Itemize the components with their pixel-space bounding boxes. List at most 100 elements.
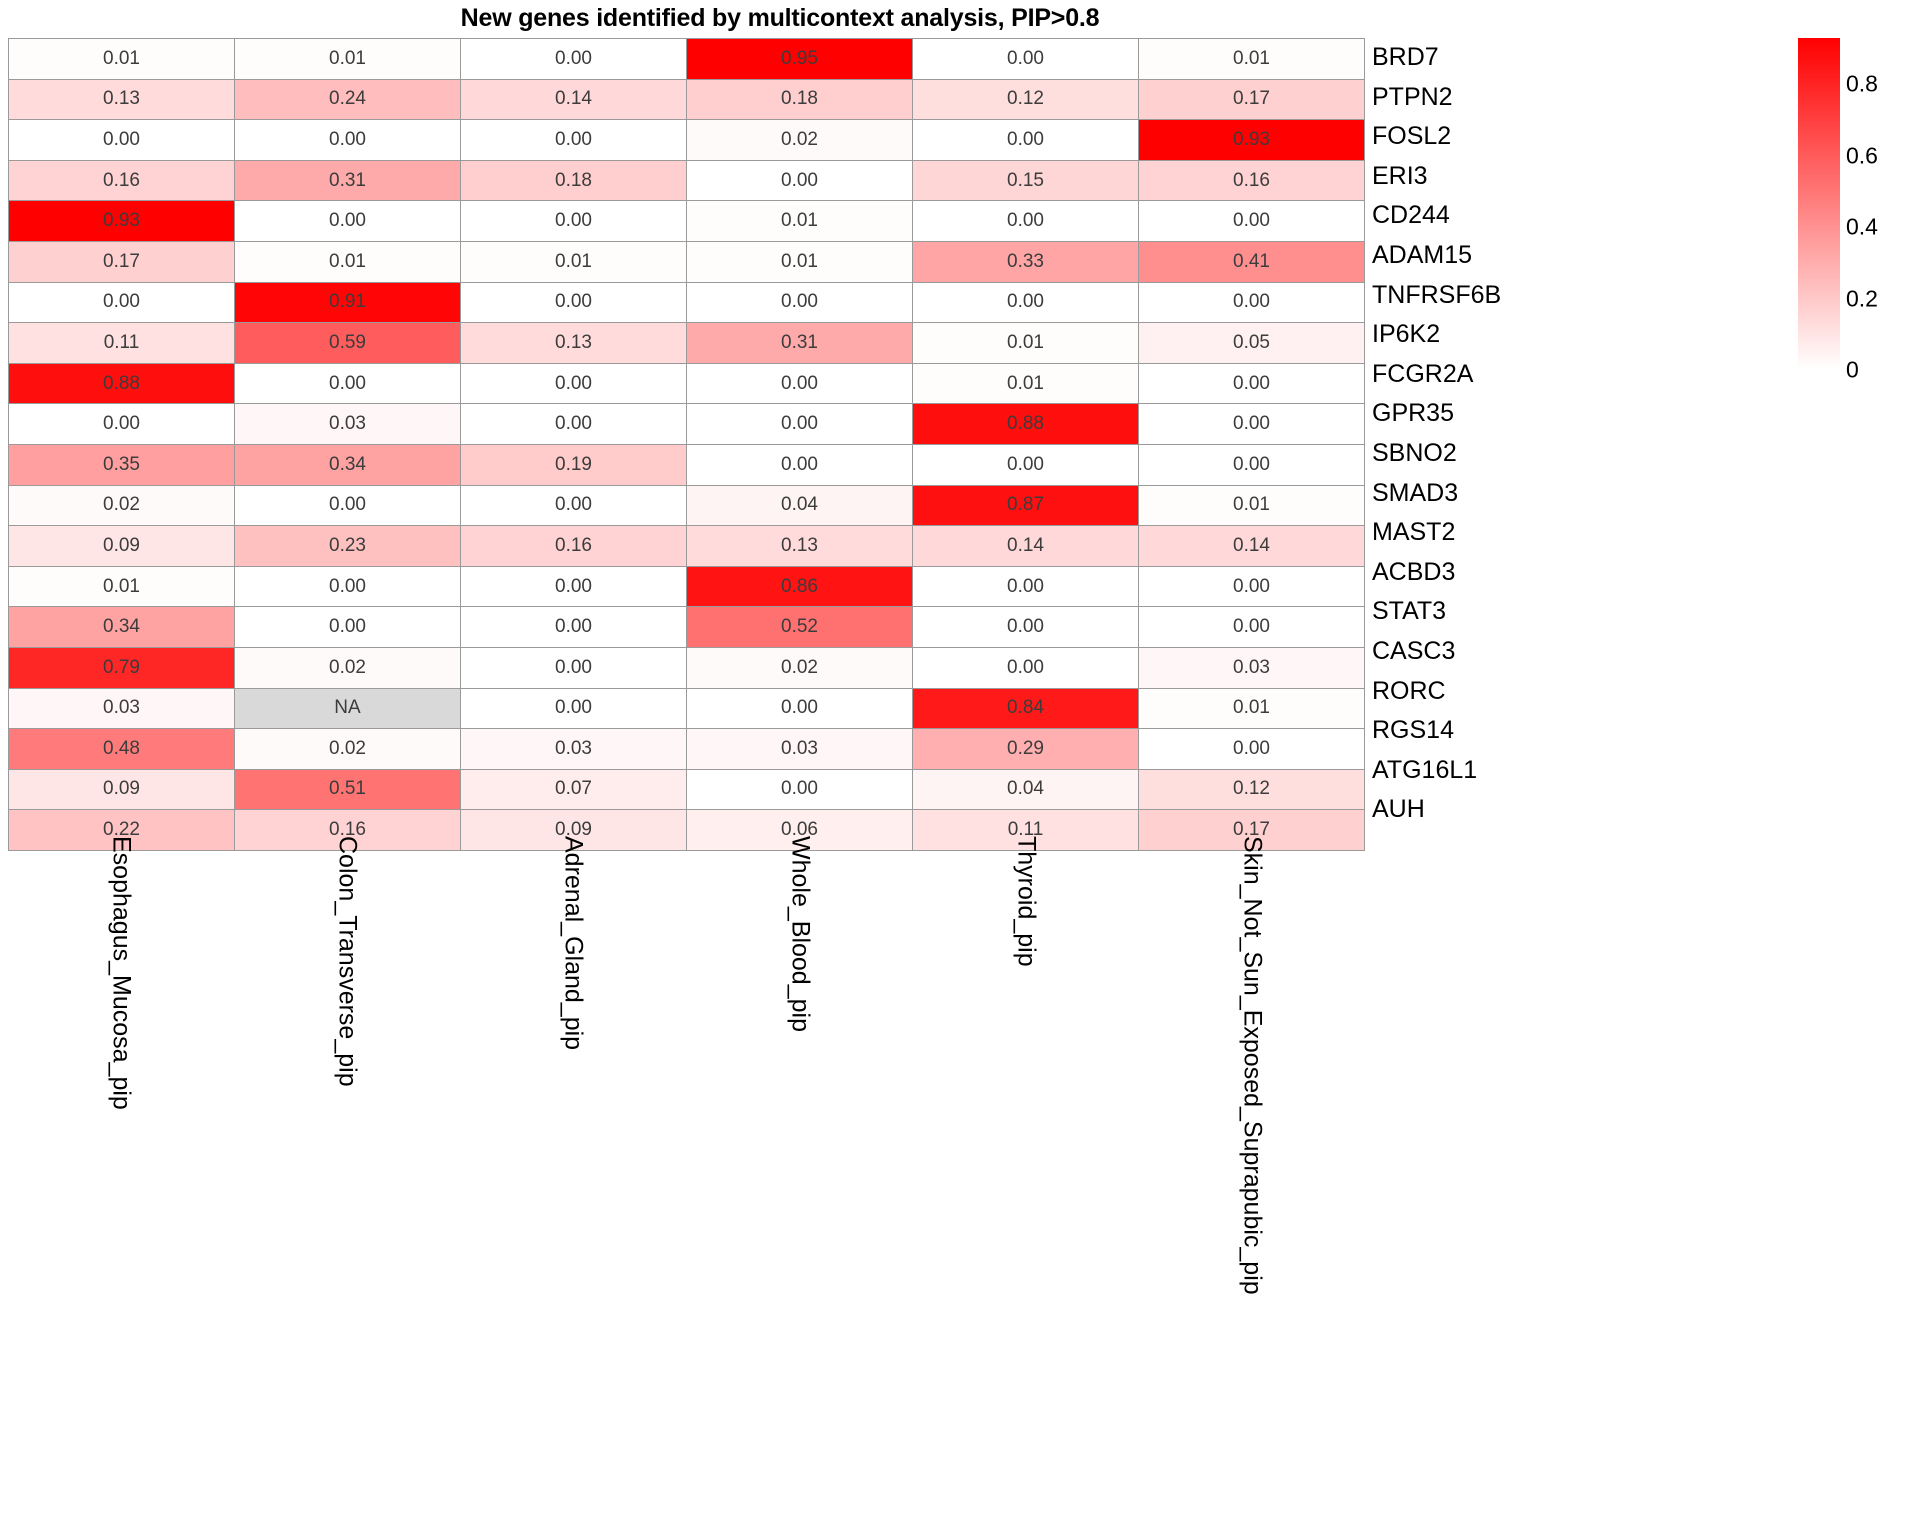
- heatmap-cell[interactable]: 0.00: [460, 403, 687, 445]
- heatmap-cell[interactable]: 0.12: [1138, 768, 1365, 811]
- heatmap-cell[interactable]: 0.00: [686, 403, 913, 445]
- heatmap-cell[interactable]: 0.00: [1138, 281, 1365, 324]
- heatmap-cell[interactable]: 0.01: [686, 240, 913, 283]
- heatmap-cell[interactable]: 0.00: [8, 281, 235, 324]
- heatmap-cell[interactable]: 0.13: [8, 78, 235, 121]
- heatmap-cell[interactable]: 0.00: [1138, 565, 1365, 608]
- heatmap-cell[interactable]: 0.01: [912, 362, 1139, 405]
- heatmap-cell[interactable]: 0.18: [686, 78, 913, 121]
- heatmap-cell[interactable]: 0.01: [912, 322, 1139, 364]
- heatmap-cell[interactable]: 0.00: [686, 687, 913, 730]
- heatmap-cell[interactable]: 0.16: [460, 525, 687, 567]
- heatmap-cell[interactable]: 0.00: [686, 159, 913, 202]
- heatmap-cell[interactable]: 0.13: [686, 525, 913, 567]
- heatmap-cell[interactable]: 0.00: [234, 606, 461, 648]
- heatmap-cell[interactable]: 0.02: [686, 646, 913, 689]
- heatmap-cell[interactable]: 0.03: [8, 687, 235, 730]
- heatmap-cell[interactable]: 0.52: [686, 606, 913, 648]
- heatmap-cell[interactable]: 0.00: [912, 606, 1139, 648]
- heatmap-cell[interactable]: 0.02: [8, 484, 235, 527]
- heatmap-cell[interactable]: 0.03: [234, 403, 461, 445]
- heatmap-cell[interactable]: 0.00: [460, 281, 687, 324]
- heatmap-cell[interactable]: 0.31: [686, 322, 913, 364]
- heatmap-cell[interactable]: 0.00: [1138, 728, 1365, 770]
- heatmap-cell[interactable]: 0.31: [234, 159, 461, 202]
- heatmap-cell[interactable]: 0.04: [912, 768, 1139, 811]
- heatmap-cell[interactable]: 0.00: [8, 403, 235, 445]
- heatmap-cell[interactable]: 0.14: [1138, 525, 1365, 567]
- heatmap-cell[interactable]: 0.18: [460, 159, 687, 202]
- heatmap-cell[interactable]: 0.05: [1138, 322, 1365, 364]
- heatmap-cell[interactable]: 0.09: [8, 768, 235, 811]
- heatmap-cell[interactable]: 0.00: [912, 646, 1139, 689]
- heatmap-cell[interactable]: 0.93: [1138, 119, 1365, 161]
- heatmap-cell[interactable]: 0.14: [460, 78, 687, 121]
- heatmap-cell[interactable]: 0.88: [912, 403, 1139, 445]
- heatmap-cell[interactable]: 0.09: [460, 809, 687, 851]
- heatmap-cell[interactable]: 0.00: [234, 484, 461, 527]
- heatmap-cell[interactable]: 0.04: [686, 484, 913, 527]
- heatmap-cell[interactable]: 0.00: [460, 484, 687, 527]
- heatmap-cell[interactable]: 0.00: [234, 119, 461, 161]
- heatmap-cell[interactable]: 0.00: [460, 646, 687, 689]
- heatmap-cell[interactable]: 0.11: [8, 322, 235, 364]
- heatmap-cell[interactable]: 0.00: [1138, 403, 1365, 445]
- heatmap-cell[interactable]: 0.03: [1138, 646, 1365, 689]
- heatmap-cell[interactable]: 0.07: [460, 768, 687, 811]
- heatmap-cell[interactable]: 0.03: [686, 728, 913, 770]
- heatmap-cell[interactable]: 0.00: [912, 200, 1139, 242]
- heatmap-cell[interactable]: 0.01: [460, 240, 687, 283]
- heatmap-cell[interactable]: 0.48: [8, 728, 235, 770]
- heatmap-cell[interactable]: 0.13: [460, 322, 687, 364]
- heatmap-cell[interactable]: 0.33: [912, 240, 1139, 283]
- heatmap-cell[interactable]: 0.02: [234, 646, 461, 689]
- heatmap-cell[interactable]: 0.00: [912, 443, 1139, 486]
- heatmap-cell[interactable]: 0.93: [8, 200, 235, 242]
- heatmap-cell[interactable]: 0.01: [8, 38, 235, 80]
- heatmap-cell[interactable]: 0.00: [686, 362, 913, 405]
- heatmap-cell[interactable]: 0.17: [1138, 78, 1365, 121]
- heatmap-cell[interactable]: 0.01: [234, 38, 461, 80]
- heatmap-cell[interactable]: 0.01: [1138, 484, 1365, 527]
- heatmap-cell[interactable]: 0.84: [912, 687, 1139, 730]
- heatmap-cell[interactable]: 0.03: [460, 728, 687, 770]
- heatmap-cell[interactable]: 0.00: [460, 565, 687, 608]
- heatmap-cell[interactable]: 0.02: [234, 728, 461, 770]
- heatmap-cell[interactable]: 0.00: [460, 606, 687, 648]
- heatmap-cell[interactable]: 0.00: [234, 362, 461, 405]
- heatmap-cell[interactable]: 0.00: [460, 687, 687, 730]
- heatmap-cell[interactable]: 0.00: [460, 38, 687, 80]
- heatmap-cell[interactable]: 0.00: [234, 200, 461, 242]
- heatmap-cell[interactable]: 0.29: [912, 728, 1139, 770]
- heatmap-cell[interactable]: 0.34: [234, 443, 461, 486]
- heatmap-cell[interactable]: 0.02: [686, 119, 913, 161]
- heatmap-cell[interactable]: 0.01: [686, 200, 913, 242]
- heatmap-cell[interactable]: 0.01: [234, 240, 461, 283]
- heatmap-cell[interactable]: 0.00: [912, 281, 1139, 324]
- heatmap-cell[interactable]: 0.00: [1138, 443, 1365, 486]
- heatmap-cell[interactable]: 0.79: [8, 646, 235, 689]
- heatmap-cell[interactable]: 0.00: [912, 38, 1139, 80]
- heatmap-cell[interactable]: 0.00: [686, 443, 913, 486]
- heatmap-cell[interactable]: 0.16: [8, 159, 235, 202]
- heatmap-cell[interactable]: 0.35: [8, 443, 235, 486]
- heatmap-cell[interactable]: 0.16: [1138, 159, 1365, 202]
- heatmap-cell[interactable]: 0.00: [686, 281, 913, 324]
- heatmap-cell[interactable]: 0.00: [460, 362, 687, 405]
- heatmap-cell[interactable]: 0.00: [1138, 362, 1365, 405]
- heatmap-cell[interactable]: 0.17: [8, 240, 235, 283]
- heatmap-cell[interactable]: NA: [234, 687, 461, 730]
- heatmap-cell[interactable]: 0.00: [912, 119, 1139, 161]
- heatmap-cell[interactable]: 0.01: [1138, 687, 1365, 730]
- heatmap-cell[interactable]: 0.12: [912, 78, 1139, 121]
- heatmap-cell[interactable]: 0.59: [234, 322, 461, 364]
- heatmap-cell[interactable]: 0.01: [8, 565, 235, 608]
- heatmap-cell[interactable]: 0.34: [8, 606, 235, 648]
- heatmap-cell[interactable]: 0.51: [234, 768, 461, 811]
- heatmap-cell[interactable]: 0.00: [234, 565, 461, 608]
- heatmap-cell[interactable]: 0.00: [1138, 200, 1365, 242]
- heatmap-cell[interactable]: 0.00: [460, 119, 687, 161]
- heatmap-cell[interactable]: 0.00: [8, 119, 235, 161]
- heatmap-cell[interactable]: 0.00: [686, 768, 913, 811]
- heatmap-cell[interactable]: 0.24: [234, 78, 461, 121]
